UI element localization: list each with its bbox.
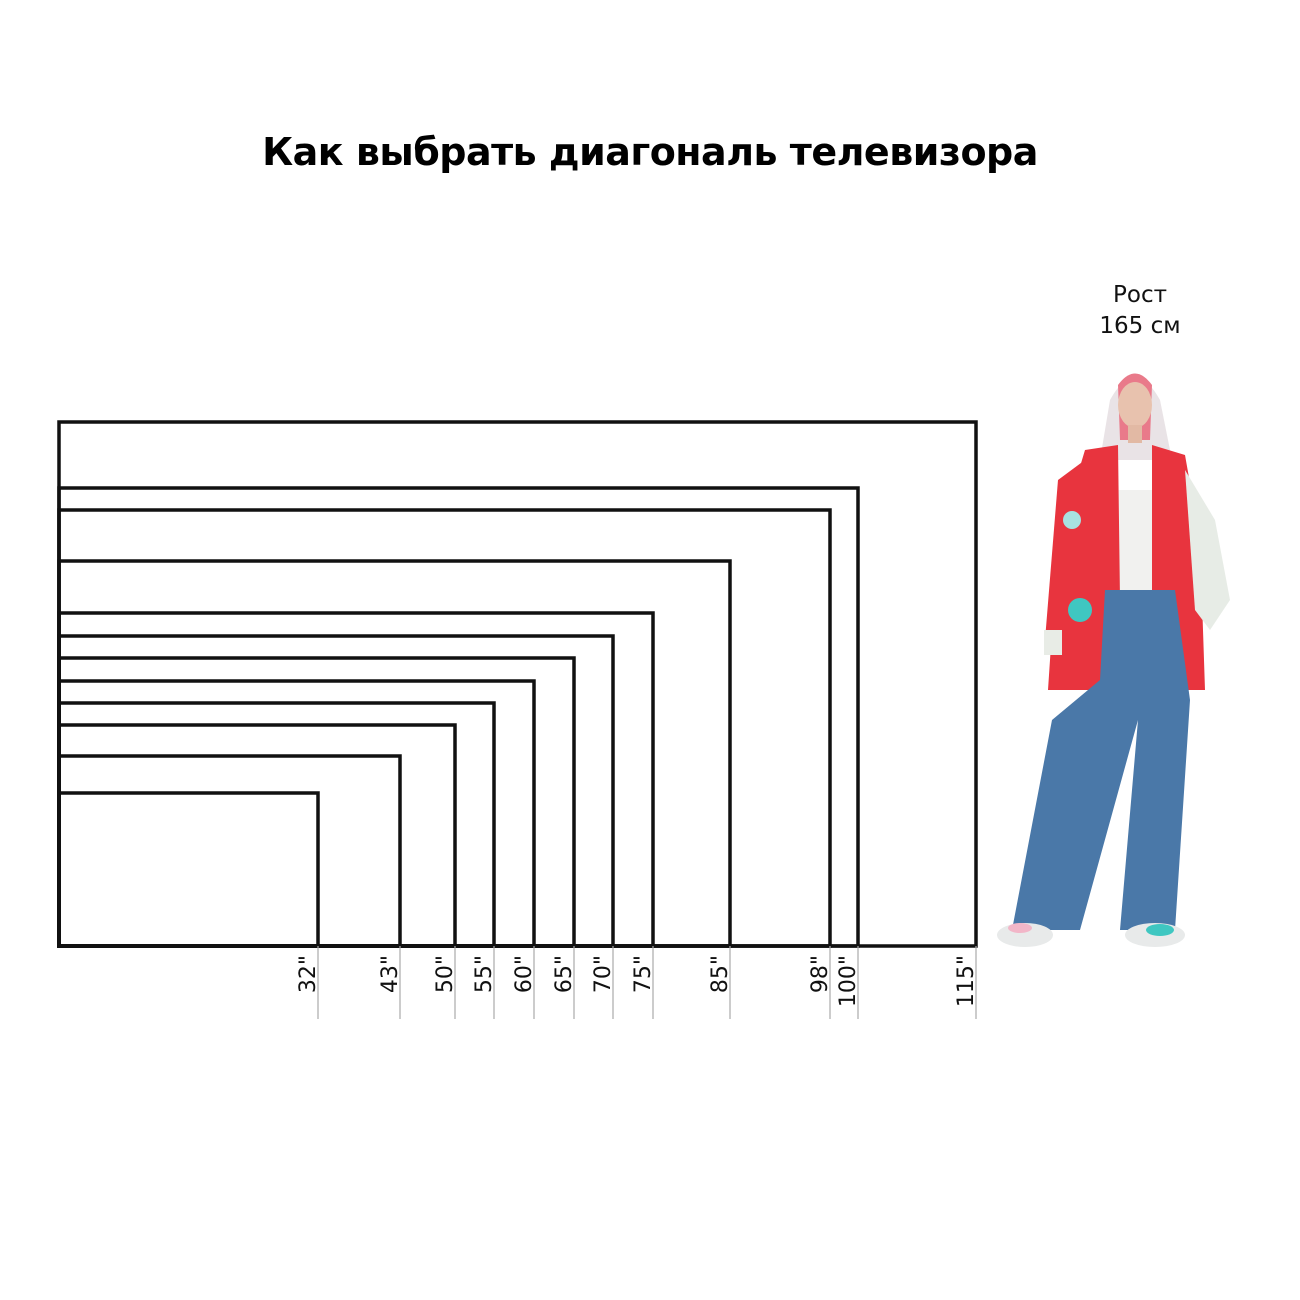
tv-outline-60in bbox=[57, 679, 536, 948]
tv-outline-43in bbox=[57, 754, 402, 948]
person-height-label: Рост 165 см bbox=[1080, 280, 1200, 342]
diagonal-label: 70" bbox=[591, 955, 616, 993]
diagonal-labels: 32" 43" 50" 55" 60" 65" 70" 75" 85" 98" 100" 115" bbox=[296, 946, 979, 1019]
tv-outline-50in bbox=[57, 723, 457, 948]
tv-outline-55in bbox=[57, 701, 496, 948]
height-label-line2: 165 см bbox=[1099, 313, 1181, 339]
height-label-line1: Рост bbox=[1113, 282, 1167, 308]
diagonal-label: 43" bbox=[378, 955, 403, 993]
diagonal-label: 98" bbox=[808, 955, 833, 993]
diagonal-label: 115" bbox=[954, 955, 979, 1007]
diagonal-label: 60" bbox=[512, 955, 537, 993]
diagonal-label: 55" bbox=[472, 955, 497, 993]
tv-outline-85in bbox=[57, 559, 732, 948]
tv-outline-100in bbox=[57, 486, 860, 948]
diagonal-label: 100" bbox=[836, 955, 861, 1007]
diagonal-label: 85" bbox=[708, 955, 733, 993]
tv-outline-98in bbox=[57, 508, 832, 948]
tv-outlines bbox=[57, 420, 978, 948]
diagonal-label: 65" bbox=[552, 955, 577, 993]
diagonal-label: 75" bbox=[631, 955, 656, 993]
tv-outline-115in bbox=[57, 420, 978, 948]
diagonal-label: 32" bbox=[296, 955, 321, 993]
diagonal-label: 50" bbox=[433, 955, 458, 993]
person-figure bbox=[997, 373, 1230, 947]
tv-outline-32in bbox=[57, 791, 320, 948]
tv-outline-75in bbox=[57, 611, 655, 948]
page-title: Как выбрать диагональ телевизора bbox=[262, 130, 1038, 174]
